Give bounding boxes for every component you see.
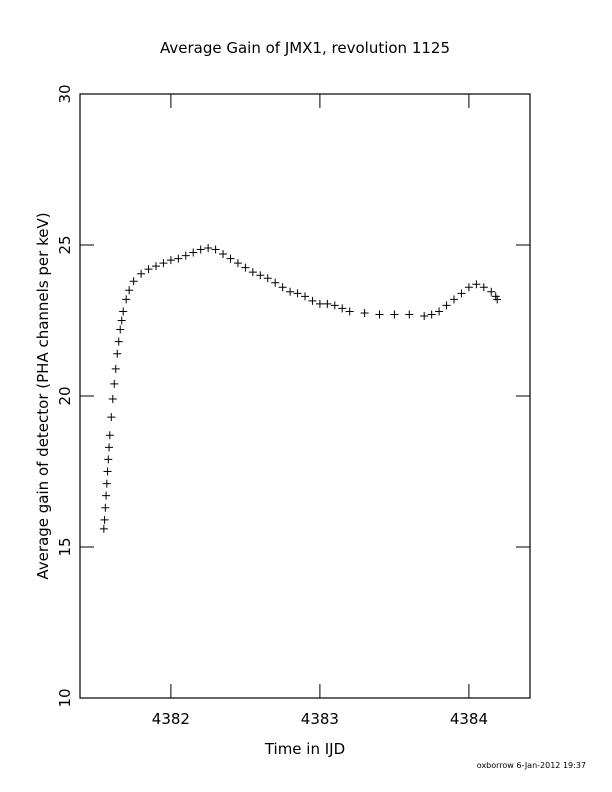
point-marker [472, 280, 481, 289]
point-marker [308, 296, 317, 305]
point-marker [233, 259, 242, 268]
point-marker [457, 289, 466, 298]
point-marker [102, 491, 111, 500]
point-marker [211, 245, 220, 254]
point-marker [390, 310, 399, 319]
point-marker [99, 524, 108, 533]
x-axis-label: Time in IJD [264, 740, 345, 758]
point-marker [114, 337, 123, 346]
point-marker [174, 254, 183, 263]
point-marker [241, 263, 250, 272]
point-marker [125, 286, 134, 295]
point-marker [323, 299, 332, 308]
plot-frame [79, 93, 531, 699]
point-marker [122, 295, 131, 304]
point-marker [330, 301, 339, 310]
point-marker [189, 248, 198, 257]
point-marker [100, 515, 109, 524]
point-marker [117, 316, 126, 325]
point-marker [105, 431, 114, 440]
point-marker [196, 245, 205, 254]
y-tick-label: 15 [56, 537, 74, 556]
point-marker [271, 278, 280, 287]
y-tick-label: 30 [56, 84, 74, 103]
point-marker [113, 349, 122, 358]
point-marker [101, 503, 110, 512]
x-tick-label: 4384 [450, 710, 488, 728]
point-marker [144, 265, 153, 274]
point-marker [293, 289, 302, 298]
point-marker [103, 467, 112, 476]
point-marker [226, 254, 235, 263]
point-marker [479, 283, 488, 292]
point-marker [110, 379, 119, 388]
point-marker [263, 274, 272, 283]
point-marker [360, 308, 369, 317]
point-marker [278, 283, 287, 292]
point-marker [104, 455, 113, 464]
point-marker [338, 304, 347, 313]
point-marker [315, 299, 324, 308]
point-marker [204, 244, 213, 253]
point-marker [111, 364, 120, 373]
point-marker [487, 287, 496, 296]
point-marker [345, 307, 354, 316]
point-marker [105, 443, 114, 452]
point-marker [248, 268, 257, 277]
point-marker [166, 256, 175, 265]
point-marker [137, 269, 146, 278]
point-marker [442, 301, 451, 310]
y-axis-label: Average gain of detector (PHA channels p… [34, 212, 52, 579]
point-marker [119, 307, 128, 316]
point-marker [107, 413, 116, 422]
y-tick-label: 20 [56, 386, 74, 405]
point-marker [181, 251, 190, 260]
point-marker [301, 292, 309, 301]
footer: oxborrow 6-Jan-2012 19:37 [477, 761, 586, 770]
point-marker [129, 277, 138, 286]
point-marker [375, 310, 384, 319]
point-marker [219, 250, 228, 259]
y-tick-label: 25 [56, 235, 74, 254]
point-marker [493, 295, 502, 304]
point-marker [116, 325, 125, 334]
point-marker [464, 283, 473, 292]
point-marker [102, 479, 111, 488]
point-marker [256, 271, 265, 280]
point-marker [405, 310, 414, 319]
point-marker [427, 310, 436, 319]
point-marker [420, 311, 429, 320]
point-marker [159, 259, 168, 268]
point-marker [108, 395, 117, 404]
x-tick-label: 4383 [301, 710, 339, 728]
point-marker [286, 287, 295, 296]
x-tick-label: 4382 [152, 710, 190, 728]
y-tick-label: 10 [56, 688, 74, 707]
point-marker [151, 262, 160, 271]
point-marker [435, 307, 444, 316]
point-marker [450, 295, 459, 304]
chart-title: Average Gain of JMX1, revolution 1125 [160, 39, 450, 57]
